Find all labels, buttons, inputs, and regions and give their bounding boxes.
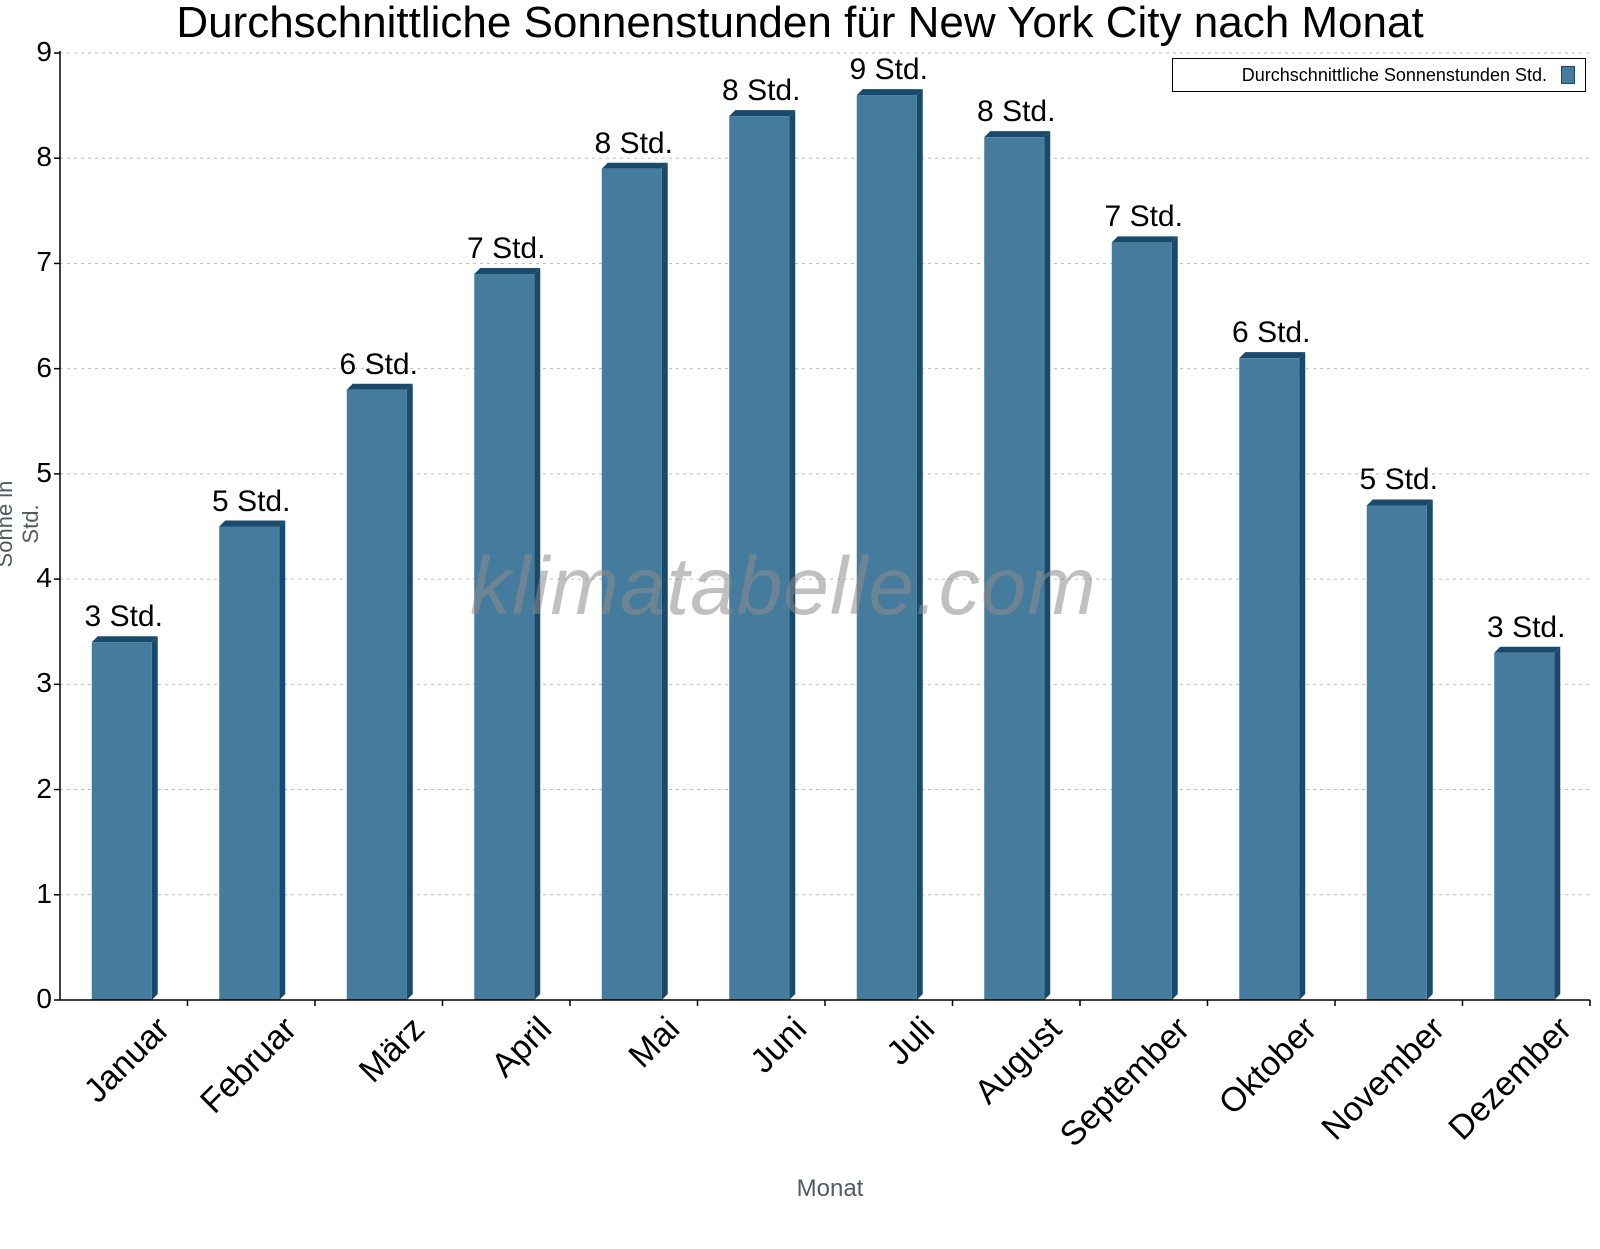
bar <box>474 273 535 1000</box>
bar-value-label: 5 Std. <box>1359 463 1438 497</box>
y-tick-label: 1 <box>36 877 52 909</box>
bar <box>1239 358 1300 1001</box>
bar-value-label: 3 Std. <box>1487 610 1566 644</box>
y-tick-label: 7 <box>36 246 52 278</box>
bar <box>601 168 662 1000</box>
legend-label: Durchschnittliche Sonnenstunden Std. <box>1241 64 1547 85</box>
bar-value-label: 8 Std. <box>977 95 1056 129</box>
bar-value-label: 7 Std. <box>1104 200 1183 234</box>
bar <box>984 137 1045 1000</box>
x-axis-label: Monat <box>796 1175 864 1202</box>
bars <box>91 89 1561 1001</box>
bar <box>219 526 280 1000</box>
legend-swatch <box>1561 66 1575 84</box>
y-tick-label: 0 <box>36 983 52 1014</box>
y-tick-label: 2 <box>36 772 52 804</box>
bar-value-label: 3 Std. <box>84 600 163 634</box>
bar <box>1111 242 1172 1000</box>
bar-value-label: 5 Std. <box>212 484 291 518</box>
bar <box>1366 505 1427 1000</box>
legend: Durchschnittliche Sonnenstunden Std. <box>1172 58 1586 92</box>
bar-value-label: 6 Std. <box>1232 316 1311 350</box>
bar <box>1494 652 1555 1000</box>
bar <box>346 389 407 1000</box>
plot-area <box>54 51 1591 1006</box>
y-tick-label: 3 <box>36 667 52 699</box>
bar-value-label: 8 Std. <box>594 126 673 160</box>
chart-title: Durchschnittliche Sonnenstunden für New … <box>176 0 1424 47</box>
y-tick-label: 6 <box>36 351 52 383</box>
bar-value-label: 6 Std. <box>339 347 418 381</box>
watermark: klimatabelle.com <box>470 541 1097 632</box>
y-tick-label: 9 <box>36 36 52 67</box>
axes <box>54 51 1591 1006</box>
gridlines <box>60 52 1590 896</box>
bar-value-label: 9 Std. <box>849 53 928 87</box>
bar-value-label: 7 Std. <box>467 231 546 265</box>
bar <box>729 116 790 1001</box>
bar <box>91 642 152 1000</box>
y-tick-label: 4 <box>36 562 52 594</box>
bar-value-label: 8 Std. <box>722 74 801 108</box>
y-tick-label: 8 <box>36 141 52 173</box>
y-tick-label: 5 <box>36 456 52 488</box>
bar <box>856 95 917 1001</box>
